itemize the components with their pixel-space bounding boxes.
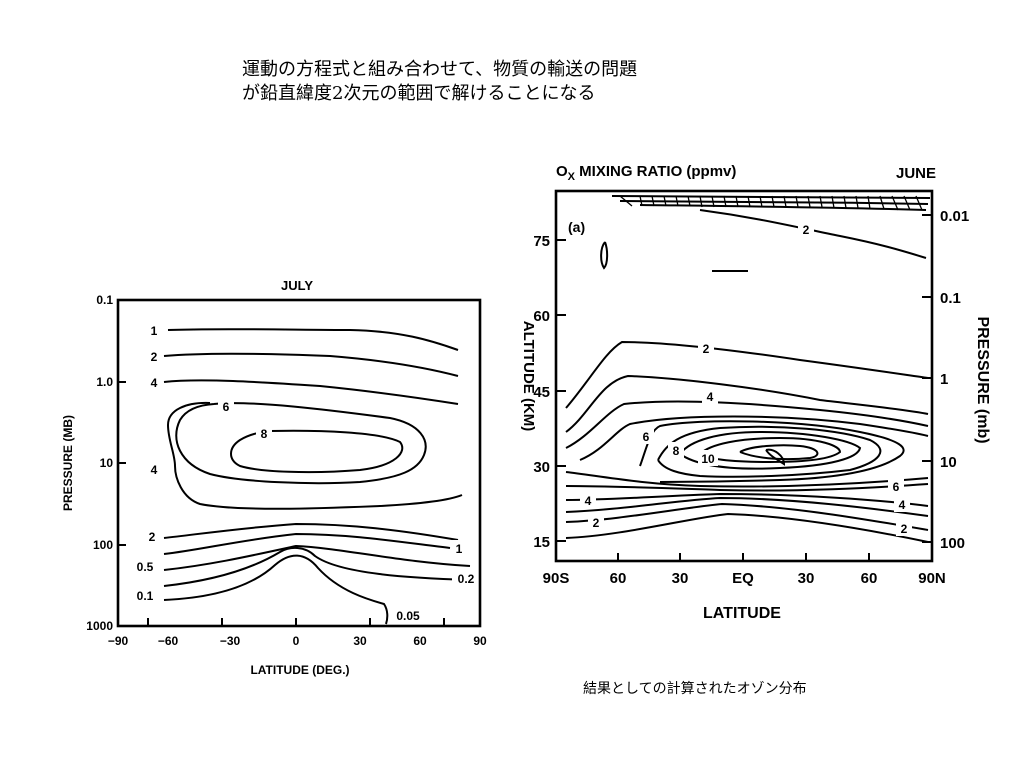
june-x-tick-1: 60 [610, 570, 627, 587]
july-x-tick-1: −60 [158, 634, 179, 648]
june-x-tick-5: 60 [861, 570, 878, 587]
june-x-tick-3: EQ [732, 570, 754, 587]
june-label-2-top: 2 [803, 223, 810, 237]
june-left-axis-label: ALTITUDE (KM) [520, 321, 537, 432]
july-y-tick-1: 1.0 [96, 375, 113, 389]
july-label-0.05: 0.05 [396, 609, 420, 623]
july-x-tick-2: −30 [220, 634, 241, 648]
july-label-0.5: 0.5 [137, 560, 154, 574]
june-title-rest: MIXING RATIO (ppmv) [575, 163, 736, 180]
july-x-tick-5: 60 [413, 634, 427, 648]
july-label-4: 4 [151, 376, 158, 390]
july-contours [163, 328, 471, 625]
july-y-tick-0: 0.1 [96, 293, 113, 307]
june-label-2-upper: 2 [703, 342, 710, 356]
june-panel-label: (a) [568, 219, 585, 235]
slide-title-line2: が鉛直緯度2次元の範囲で解けることになる [242, 83, 596, 104]
june-left-tick-4: 15 [533, 534, 550, 551]
june-month-label: JUNE [896, 165, 936, 182]
june-x-axis-label: LATITUDE [703, 605, 781, 622]
june-right-tick-2: 1 [940, 371, 948, 388]
july-x-tick-0: −90 [108, 634, 129, 648]
july-label-1b: 1 [456, 542, 463, 556]
july-label-2b: 2 [149, 530, 156, 544]
july-y-tick-4: 1000 [86, 619, 113, 633]
june-left-tick-3: 30 [533, 459, 550, 476]
june-label-4-lower-right: 4 [899, 498, 906, 512]
june-x-tick-6: 90N [918, 570, 946, 587]
july-chart: JULY 0.1 1.0 10 100 1000 −90 −60 −30 0 3… [61, 278, 487, 677]
june-label-8: 8 [673, 444, 680, 458]
june-left-tick-2: 45 [533, 384, 550, 401]
june-x-ticks: 90S 60 30 EQ 30 60 90N [543, 553, 946, 587]
july-y-tick-2: 10 [100, 456, 114, 470]
july-y-axis-label: PRESSURE (MB) [61, 415, 75, 511]
july-contour-labels: 1 2 4 6 8 4 2 1 0.5 0.2 0.1 0.05 [130, 322, 478, 623]
june-right-tick-1: 0.1 [940, 290, 961, 307]
june-x-tick-4: 30 [798, 570, 815, 587]
june-contour-labels: 2 2 4 6 8 10 6 4 4 2 2 [580, 220, 912, 536]
july-x-tick-6: 90 [473, 634, 487, 648]
june-title-sub: X [568, 171, 576, 183]
july-x-tick-3: 0 [293, 634, 300, 648]
june-chart-title: OX MIXING RATIO (ppmv) [556, 163, 736, 183]
june-x-tick-0: 90S [543, 570, 570, 587]
july-label-0.2: 0.2 [458, 572, 475, 586]
july-label-1: 1 [151, 324, 158, 338]
july-y-ticks: 0.1 1.0 10 100 1000 [86, 293, 126, 633]
june-x-tick-2: 30 [672, 570, 689, 587]
june-label-6-lower: 6 [893, 480, 900, 494]
june-label-6: 6 [643, 430, 650, 444]
july-x-tick-4: 30 [353, 634, 367, 648]
june-label-2-lower-left: 2 [593, 516, 600, 530]
july-label-8: 8 [261, 427, 268, 441]
june-label-4-lower-left: 4 [585, 494, 592, 508]
slide-title: 運動の方程式と組み合わせて、物質の輸送の問題 が鉛直緯度2次元の範囲で解けること… [242, 58, 637, 106]
june-right-axis-label: PRESSURE (mb) [974, 316, 991, 443]
june-label-2-lower-right: 2 [901, 522, 908, 536]
june-title-o: O [556, 163, 568, 180]
july-label-4b: 4 [151, 463, 158, 477]
july-label-2: 2 [151, 350, 158, 364]
june-label-10: 10 [701, 452, 715, 466]
june-chart: OX MIXING RATIO (ppmv) JUNE (a) 75 60 45… [520, 163, 991, 622]
june-label-4-upper: 4 [707, 390, 714, 404]
june-left-y-ticks: 75 60 45 30 15 [533, 233, 566, 551]
july-y-tick-3: 100 [93, 538, 113, 552]
june-left-tick-0: 75 [533, 233, 550, 250]
july-label-6: 6 [223, 400, 230, 414]
figure-caption: 結果としての計算されたオゾン分布 [583, 681, 807, 697]
july-x-axis-label: LATITUDE (DEG.) [250, 663, 349, 677]
july-label-0.1: 0.1 [137, 589, 154, 603]
june-left-tick-1: 60 [533, 308, 550, 325]
june-right-tick-4: 100 [940, 535, 965, 552]
june-top-contours [600, 195, 931, 272]
june-main-contours [565, 340, 929, 543]
july-chart-title: JULY [281, 278, 313, 293]
july-x-ticks: −90 −60 −30 0 30 60 90 [108, 618, 487, 648]
june-right-tick-0: 0.01 [940, 208, 969, 225]
slide-title-line1: 運動の方程式と組み合わせて、物質の輸送の問題 [242, 59, 638, 80]
june-right-y-ticks: 0.01 0.1 1 10 100 [922, 208, 969, 552]
june-right-tick-3: 10 [940, 454, 957, 471]
